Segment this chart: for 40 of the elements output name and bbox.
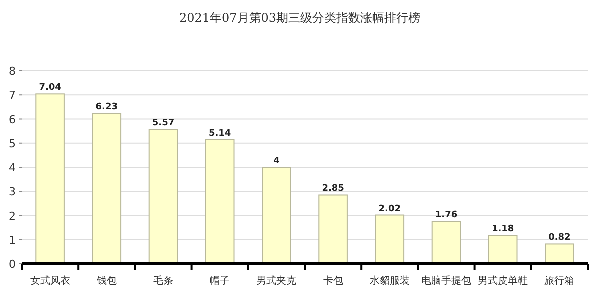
y-tick-label: 6 <box>9 113 16 126</box>
bar <box>375 214 405 264</box>
bar <box>205 139 235 264</box>
data-label: 1.18 <box>492 224 514 235</box>
x-tick-label: 女式风衣 <box>30 275 70 287</box>
data-label: 2.02 <box>378 204 402 214</box>
x-tick-label: 旅行箱 <box>544 275 575 287</box>
x-tick-label: 水貂服装 <box>370 275 410 287</box>
y-tick-label: 8 <box>9 65 16 78</box>
x-tick-label: 电脑手提包 <box>422 275 472 287</box>
data-label: 4 <box>274 156 280 166</box>
x-tick-label: 男式夹克 <box>256 275 297 287</box>
bar <box>488 235 518 264</box>
x-tick-label: 毛条 <box>154 275 174 287</box>
data-label: 2.85 <box>322 184 344 194</box>
data-label: 5.14 <box>208 128 232 139</box>
bar <box>92 113 122 264</box>
x-tick-label: 男式皮单鞋 <box>478 275 528 287</box>
y-tick-label: 0 <box>9 258 16 271</box>
bar <box>262 167 292 264</box>
data-label: 0.82 <box>548 233 571 244</box>
y-tick-label: 5 <box>9 137 16 150</box>
y-tick-label: 7 <box>9 89 16 102</box>
bar <box>318 194 348 264</box>
bar <box>148 129 178 264</box>
y-tick-label: 3 <box>9 186 16 199</box>
chart-title: 2021年07月第03期三级分类指数涨幅排行榜 <box>179 11 421 25</box>
y-tick-label: 4 <box>9 162 16 174</box>
data-label: 7.04 <box>39 83 62 94</box>
x-tick-label: 卡包 <box>323 275 344 287</box>
data-label: 5.57 <box>152 118 175 129</box>
y-tick-label: 1 <box>9 234 16 247</box>
data-label: 6.23 <box>96 102 118 113</box>
bar <box>432 221 462 264</box>
bar <box>545 244 574 264</box>
data-label: 1.76 <box>435 210 458 221</box>
bar <box>36 94 65 264</box>
x-tick-label: 钱包 <box>96 275 117 287</box>
x-tick-label: 帽子 <box>210 275 230 287</box>
y-tick-label: 2 <box>9 210 16 223</box>
